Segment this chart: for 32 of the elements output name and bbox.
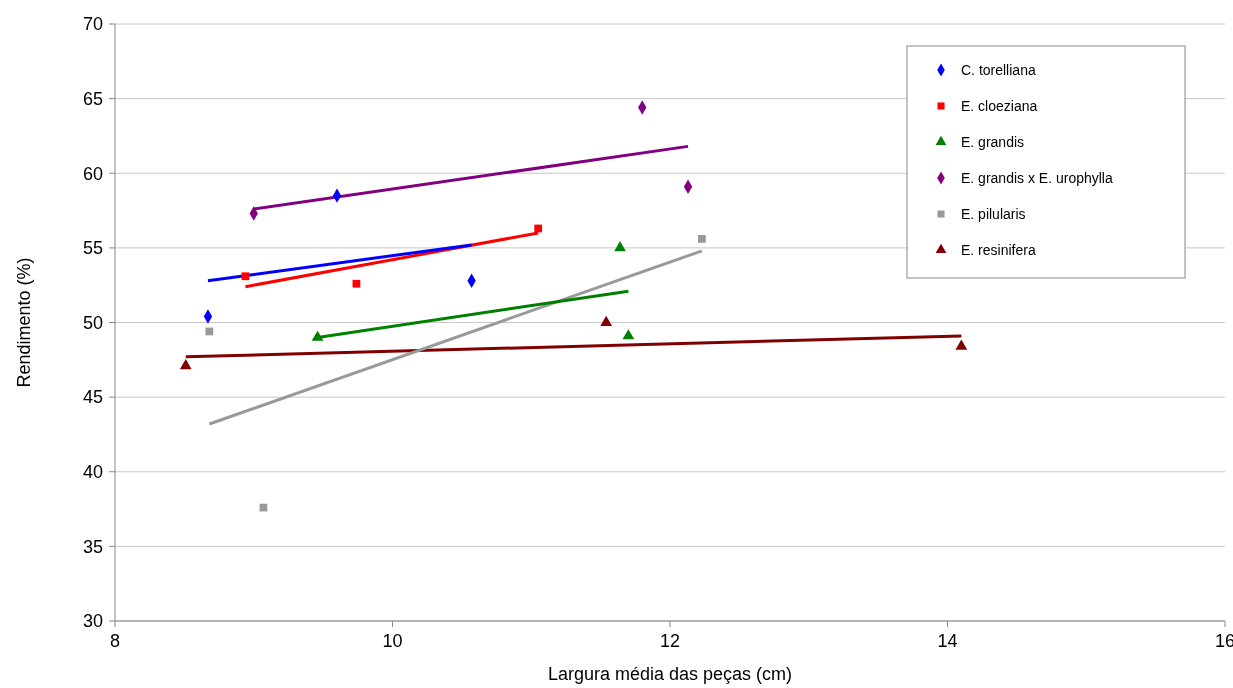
point [179,358,192,370]
x-tick-label: 8 [109,631,121,651]
point [205,327,214,336]
point [698,235,706,243]
y-tick-label: 60 [82,163,103,184]
point [614,241,626,252]
point [955,339,968,350]
y-axis-title: Rendimento (%) [14,257,34,388]
point [534,224,543,233]
legend-label: E. pilularis [961,205,1026,222]
legend-label: E. grandis [961,133,1025,150]
y-tick-label: 45 [82,387,103,408]
y-tick-label: 65 [82,88,103,109]
x-tick-label: 12 [659,631,681,651]
point [622,329,635,340]
x-tick-label: 14 [937,631,958,651]
y-tick-label: 30 [82,611,103,632]
y-tick-label: 40 [82,462,103,483]
legend-label: E. grandis x E. urophylla [961,169,1113,186]
x-axis-title: Largura média das peças (cm) [547,664,793,684]
x-tick-label: 10 [382,631,403,651]
legend-label: E. resinifera [961,241,1036,258]
point [352,279,361,288]
point [600,315,613,326]
y-tick-label: 35 [82,536,103,557]
legend-label: C. torelliana [961,61,1036,78]
y-tick-label: 50 [82,312,103,333]
y-tick-label: 55 [82,238,103,259]
point [311,330,324,341]
legend-label: E. cloeziana [961,97,1038,114]
y-tick-label: 70 [82,14,103,35]
point [241,272,250,281]
